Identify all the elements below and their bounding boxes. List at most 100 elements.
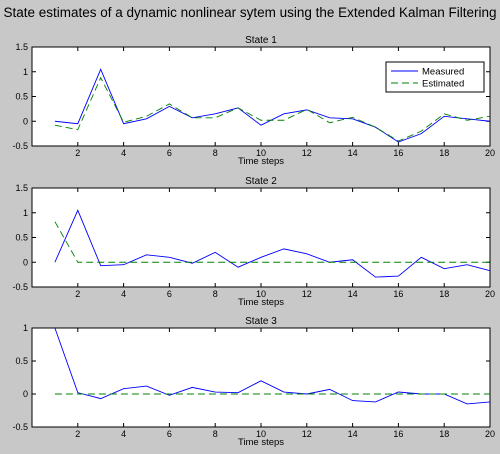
state-3-estimated-point [260,393,261,394]
state-2-ytick-label: 1.5 [15,183,28,193]
state-1-measured-point [123,123,124,124]
state-2-xtick-label: 18 [439,289,449,299]
state-2-measured-point [54,262,55,263]
state-2-ytick-label: -0.5 [12,282,28,292]
state-2-measured-point [467,264,468,265]
state-2-measured-point [444,268,445,269]
state-3-xtick-label: 14 [348,429,358,439]
state-2-measured-point [238,267,239,268]
state-2-measured-point [421,257,422,258]
state-3-estimated-point [329,393,330,394]
state-3-ytick-label: 0.5 [15,356,28,366]
state-2-xtick-label: 4 [121,289,126,299]
state-1-measured-point [283,113,284,114]
state-3-estimated-point [192,393,193,394]
state-3-measured-point [77,392,78,393]
state-3-axes: State 3 Time steps 2 4 6 8 10 12 14 16 18 20 -0.5 0 0.… [12,316,495,448]
state-1-ytick-label: -0.5 [12,141,28,151]
state-3-estimated-point [444,393,445,394]
state-3-estimated-point [54,393,55,394]
state-1-estimated-point [489,116,490,117]
state-3-estimated-point [421,393,422,394]
state-1-measured-point [467,118,468,119]
state-3-measured-point [352,400,353,401]
state-1-estimated-point [238,107,239,108]
state-3-xtick-label: 8 [213,429,218,439]
state-1-estimated-point [306,109,307,110]
state-2-xlabel: Time steps [238,297,284,308]
state-2-measured-point [169,257,170,258]
state-1-ytick-label: 0 [23,116,28,126]
state-2-plot-area [31,187,491,288]
state-1-measured-point [489,121,490,122]
state-3-plot-area [31,327,491,428]
state-1-axes: State 1 Time steps 2 4 6 8 10 12 14 16 18 20 -0.5 0 0.… [12,35,495,167]
state-1-xtick-label: 10 [256,148,266,158]
state-1-estimated-point [123,122,124,123]
state-2-estimated-point [421,262,422,263]
state-3-estimated-point [146,393,147,394]
state-1-measured-point [260,125,261,126]
state-1-xtick-label: 18 [439,148,449,158]
state-2-measured-point [260,257,261,258]
state-1-measured-point [421,133,422,134]
state-3-estimated-point [375,393,376,394]
state-1-estimated-line [54,76,491,142]
state-2-title: State 2 [245,176,277,187]
state-1-xtick-label: 8 [213,148,218,158]
state-2-xtick-label: 2 [75,289,80,299]
state-3-measured-point [375,401,376,402]
state-3-xtick-label: 6 [167,429,172,439]
state-2-measured-point [215,252,216,253]
state-1-measured-point [77,123,78,124]
state-1-ytick-label: 1.5 [15,42,28,52]
state-2-estimated-point [260,262,261,263]
state-3-estimated-point [123,393,124,394]
state-2-measured-point [489,270,490,271]
state-1-measured-point [54,121,55,122]
state-1-estimated-point [398,140,399,141]
state-3-xtick-label: 16 [393,429,403,439]
state-3-estimated-point [77,393,78,394]
state-1-xtick-label: 16 [393,148,403,158]
state-3-measured-point [100,398,101,399]
state-3-measured-point [169,395,170,396]
state-1-estimated-point [421,131,422,132]
figure-title: State estimates of a dynamic nonlinear s… [3,5,497,20]
state-2-estimated-point [169,262,170,263]
legend-estimated-label: Estimated [422,79,464,90]
state-3-measured-point [467,403,468,404]
state-1-xtick-label: 12 [302,148,312,158]
state-2-measured-point [146,254,147,255]
state-1-ytick-label: 1 [23,67,28,77]
state-1-measured-point [215,113,216,114]
state-3-xtick-label: 12 [302,429,312,439]
state-3-xtick-label: 20 [485,429,495,439]
state-2-estimated-line [54,221,490,263]
state-3-estimated-point [489,393,490,394]
state-1-estimated-point [54,125,55,126]
state-1-estimated-point [192,117,193,118]
state-3-estimated-point [283,393,284,394]
state-2-measured-point [352,259,353,260]
state-2-measured-point [123,264,124,265]
state-3-measured-point [260,380,261,381]
state-1-estimated-point [260,120,261,121]
state-1-measured-line [54,68,491,143]
state-1-ytick-label: 0.5 [15,92,28,102]
state-2-xtick-label: 8 [213,289,218,299]
state-2-estimated-point [489,262,490,263]
state-3-xtick-label: 4 [121,429,126,439]
state-2-estimated-point [306,262,307,263]
state-2-axes: State 2 Time steps 2 4 6 8 10 12 14 16 18 20 -0.5 0 0.… [12,176,495,308]
state-2-estimated-point [467,262,468,263]
state-1-xtick-label: 6 [167,148,172,158]
state-1-estimated-point [283,120,284,121]
state-3-title: State 3 [245,316,277,327]
state-3-measured-point [123,388,124,389]
state-1-measured-point [100,69,101,70]
state-2-xtick-label: 20 [485,289,495,299]
state-3-estimated-point [467,393,468,394]
